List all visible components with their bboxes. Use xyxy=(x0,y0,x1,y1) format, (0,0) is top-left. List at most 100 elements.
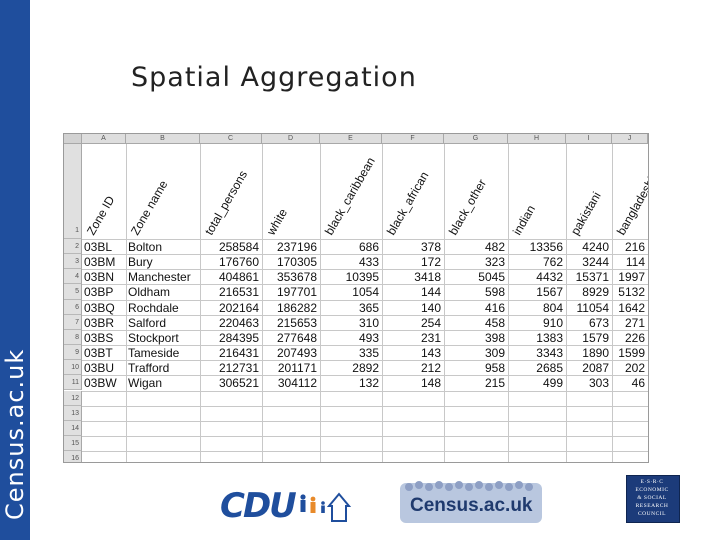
grid-vline xyxy=(200,144,201,462)
column-letter: A xyxy=(82,134,126,144)
table-cell: 231 xyxy=(420,330,441,345)
census-logo-text: Census.ac.uk xyxy=(410,495,533,516)
table-cell: 458 xyxy=(484,315,505,330)
row-number: 2 xyxy=(64,239,82,255)
table-cell: 258584 xyxy=(218,240,259,254)
column-letter: C xyxy=(200,134,262,144)
table-cell: 46 xyxy=(631,376,645,391)
grid-vline xyxy=(382,144,383,462)
grid-hline xyxy=(82,329,648,331)
table-cell: 3418 xyxy=(414,270,441,285)
row-number: 12 xyxy=(64,390,82,406)
table-cell: 1054 xyxy=(352,285,379,300)
table-cell: 237196 xyxy=(276,240,317,254)
table-cell: 03BQ xyxy=(84,300,115,315)
table-cell: 201171 xyxy=(277,361,317,376)
table-cell: 212731 xyxy=(218,361,259,376)
table-cell: 1997 xyxy=(618,270,645,285)
table-cell: 03BM xyxy=(84,255,116,270)
table-cell: 212 xyxy=(420,361,441,376)
table-cell: 254 xyxy=(420,315,441,330)
table-cell: 284395 xyxy=(218,330,259,345)
grid-vline xyxy=(262,144,263,462)
table-cell: 3244 xyxy=(582,255,609,270)
row-number: 16 xyxy=(64,451,82,462)
table-cell: 482 xyxy=(484,240,505,254)
table-cell: 416 xyxy=(484,300,505,315)
table-cell: 170305 xyxy=(276,255,317,270)
table-cell: 207493 xyxy=(276,346,317,361)
table-cell: 215653 xyxy=(276,315,317,330)
table-cell: 433 xyxy=(358,255,379,270)
table-cell: 03BW xyxy=(84,376,117,391)
column-header-label: total_persons xyxy=(201,168,251,238)
table-cell: Stockport xyxy=(128,330,179,345)
grid-hline xyxy=(82,390,648,392)
table-cell: 323 xyxy=(484,255,505,270)
table-cell: 686 xyxy=(358,240,379,254)
table-cell: 4432 xyxy=(536,270,563,285)
table-cell: 144 xyxy=(420,285,441,300)
grid-hline xyxy=(82,254,648,256)
grid-hline xyxy=(82,239,648,240)
column-header-label: black_african xyxy=(383,169,432,238)
column-header-label: indian xyxy=(509,202,539,238)
table-cell: Manchester xyxy=(128,270,191,285)
table-cell: Oldham xyxy=(128,285,171,300)
table-cell: 1642 xyxy=(618,300,645,315)
table-cell: 15371 xyxy=(575,270,609,285)
table-cell: 143 xyxy=(420,346,441,361)
table-cell: 03BR xyxy=(84,315,115,330)
grid-hline xyxy=(82,405,648,407)
table-cell: 303 xyxy=(588,376,609,391)
column-header-label: pakistani xyxy=(567,189,604,238)
table-cell: 03BL xyxy=(84,240,113,254)
grid-hline xyxy=(82,345,648,347)
grid-hline xyxy=(82,451,648,453)
table-cell: 5045 xyxy=(478,270,505,285)
table-cell: 216 xyxy=(624,240,645,254)
table-cell: Salford xyxy=(128,315,167,330)
grid-hline xyxy=(82,360,648,362)
row-number: 9 xyxy=(64,345,82,361)
sidebar-brand-text: Census.ac.uk xyxy=(1,348,29,520)
row-number: 15 xyxy=(64,435,82,452)
table-cell: 1579 xyxy=(582,330,609,345)
table-cell: 1890 xyxy=(582,346,609,361)
table-cell: 2892 xyxy=(352,361,379,376)
grid-hline xyxy=(82,435,648,437)
table-cell: 306521 xyxy=(218,376,259,391)
table-cell: 5132 xyxy=(618,285,645,300)
table-cell: 11054 xyxy=(576,300,609,315)
esrc-logo-line: & SOCIAL xyxy=(637,495,667,501)
slide-title: Spatial Aggregation xyxy=(131,62,417,93)
table-cell: 186282 xyxy=(276,300,317,315)
row-number: 13 xyxy=(64,405,82,421)
column-letter: D xyxy=(262,134,320,144)
table-cell: 499 xyxy=(542,376,563,391)
grid-vline xyxy=(126,144,127,462)
esrc-logo-line: ECONOMIC xyxy=(635,487,669,493)
column-letter: J xyxy=(612,134,648,144)
sidebar-band: Census.ac.uk xyxy=(0,0,30,540)
esrc-logo-line: RESEARCH xyxy=(635,503,669,509)
table-cell: 1599 xyxy=(618,346,645,361)
table-cell: 148 xyxy=(420,376,441,391)
cdu-logo: CDU xyxy=(220,486,297,526)
grid-hline xyxy=(82,284,648,286)
table-cell: 4240 xyxy=(582,240,609,254)
table-cell: 202 xyxy=(624,361,645,376)
table-cell: 3343 xyxy=(536,346,563,361)
row-number: 14 xyxy=(64,420,82,436)
table-cell: 598 xyxy=(484,285,505,300)
table-cell: 365 xyxy=(358,300,379,315)
table-cell: 378 xyxy=(420,240,441,254)
column-letter: I xyxy=(566,134,612,144)
grid-hline xyxy=(82,299,648,301)
table-cell: 176760 xyxy=(218,255,259,270)
column-header-label: bangladeshi xyxy=(613,174,649,238)
table-cell: 197701 xyxy=(276,285,317,300)
table-cell: 958 xyxy=(484,361,505,376)
table-cell: Bolton xyxy=(128,240,163,254)
grid-vline xyxy=(320,144,321,462)
